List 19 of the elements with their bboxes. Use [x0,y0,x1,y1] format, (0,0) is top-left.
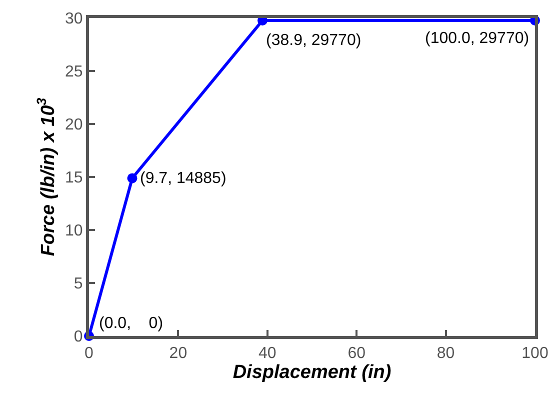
y-tick-label: 15 [65,170,83,187]
y-tick-label: 5 [74,276,83,293]
y-tick-label: 25 [65,64,83,81]
annotation: (38.9, 29770) [266,32,362,49]
y-tick-label: 10 [65,222,83,240]
x-tick-label: 0 [84,345,94,362]
x-tick-label: 100 [522,345,548,362]
point [127,173,138,184]
x-axis-title: Displacement (in) [232,362,392,384]
x-tick-label: 40 [258,345,276,362]
x-tick-label: 60 [348,345,366,362]
y-tick-label: 0 [74,328,83,346]
x-tick-label: 80 [436,345,455,362]
y-tick-label: 30 [65,10,83,28]
annotation: (0.0, 0) [99,315,164,332]
x-tick-label: 20 [169,345,188,362]
annotation: (100.0, 29770) [425,30,530,47]
y-tick-label: 20 [65,116,83,134]
annotation: (9.7, 14885) [140,170,226,187]
